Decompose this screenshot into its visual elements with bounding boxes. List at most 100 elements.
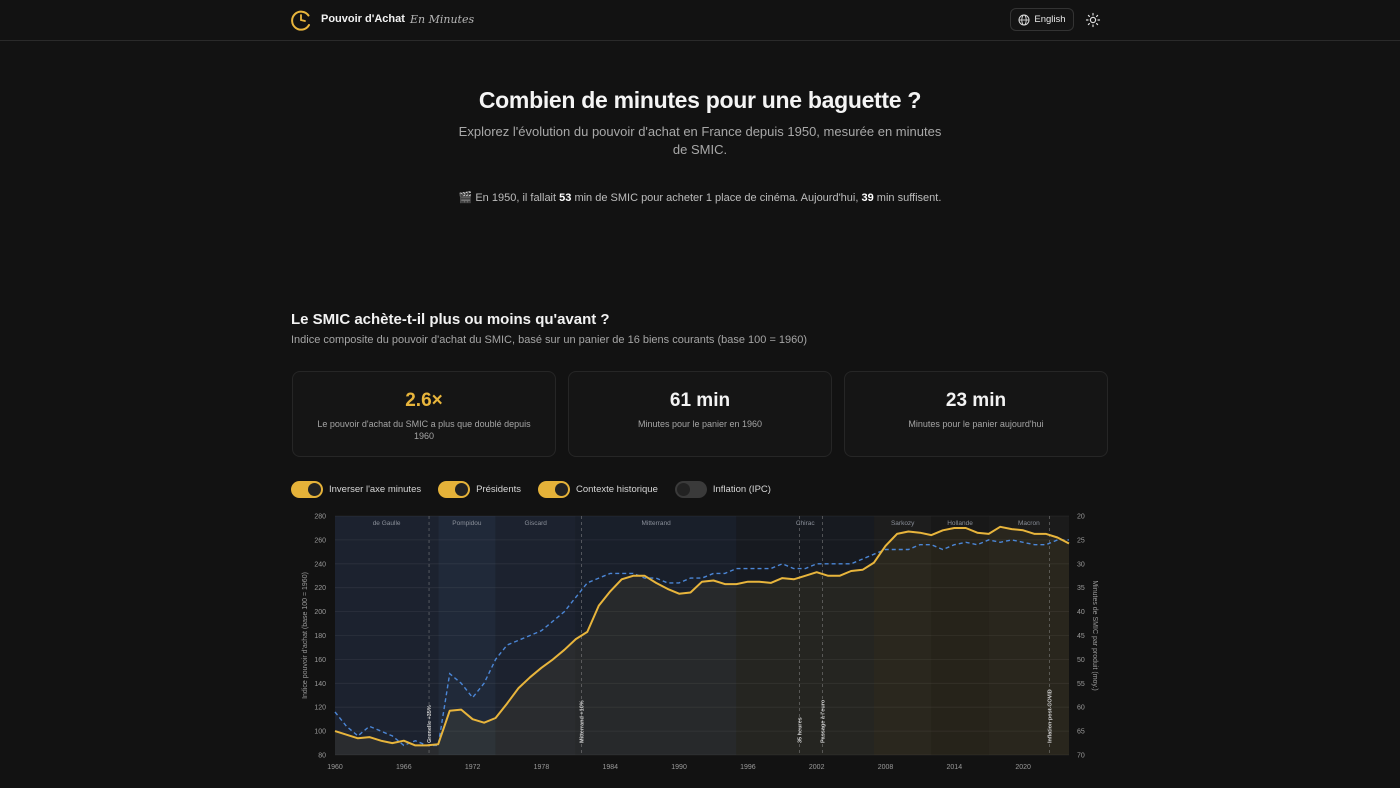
fact-prefix: En 1950, il fallait bbox=[475, 192, 557, 204]
toggle-inflation[interactable]: Inflation (IPC) bbox=[674, 480, 771, 498]
y-tick-label: 220 bbox=[314, 585, 326, 592]
stat-label: Le pouvoir d'achat du SMIC a plus que do… bbox=[317, 419, 531, 441]
stat-card-ratio: 2.6× Le pouvoir d'achat du SMIC a plus q… bbox=[292, 371, 556, 457]
y2-tick-label: 50 bbox=[1077, 657, 1085, 664]
president-label: Chirac bbox=[796, 520, 816, 527]
president-label: Pompidou bbox=[452, 520, 482, 527]
brand-name[interactable]: Pouvoir d'Achat bbox=[321, 13, 405, 25]
x-tick-label: 2008 bbox=[878, 764, 894, 771]
y2-tick-label: 20 bbox=[1077, 514, 1085, 521]
president-band bbox=[988, 516, 1069, 755]
fact-minutes-then: 53 bbox=[559, 192, 572, 204]
event-label: Mitterrand +10% bbox=[580, 700, 586, 743]
x-tick-label: 1990 bbox=[671, 764, 687, 771]
stat-label: Minutes pour le panier aujourd'hui bbox=[908, 419, 1044, 429]
globe-icon bbox=[1018, 14, 1030, 25]
section-title: Le SMIC achète-t-il plus ou moins qu'ava… bbox=[291, 311, 610, 328]
y2-tick-label: 40 bbox=[1077, 609, 1085, 616]
president-band bbox=[335, 516, 439, 755]
brand-separator: · bbox=[400, 13, 404, 24]
fact-minutes-now: 39 bbox=[861, 192, 874, 204]
x-tick-label: 1960 bbox=[327, 764, 343, 771]
brand-subtitle: En Minutes bbox=[410, 13, 475, 26]
stat-value: 61 min bbox=[669, 390, 731, 411]
toggle-label: Inverser l'axe minutes bbox=[329, 483, 422, 495]
page-title: Combien de minutes pour une baguette ? bbox=[478, 87, 922, 113]
fact-suffix: min suffisent. bbox=[876, 192, 942, 204]
clapper-icon: 🎬 bbox=[458, 192, 473, 204]
president-label: Macron bbox=[1018, 520, 1040, 527]
y-tick-label: 140 bbox=[314, 681, 326, 688]
top-bar: Pouvoir d'Achat · En Minutes English bbox=[0, 0, 1400, 41]
language-label: English bbox=[1034, 14, 1066, 25]
y2-tick-label: 25 bbox=[1077, 537, 1085, 544]
x-tick-label: 2020 bbox=[1015, 764, 1031, 771]
sun-icon[interactable] bbox=[1085, 12, 1101, 28]
event-label: Inflation post-COVID bbox=[1048, 689, 1054, 743]
y2-tick-label: 60 bbox=[1077, 705, 1085, 712]
chart-options: Inverser l'axe minutes Présidents Contex… bbox=[291, 480, 788, 498]
y2-tick-label: 30 bbox=[1077, 561, 1085, 568]
president-band bbox=[575, 516, 737, 755]
y2-tick-label: 70 bbox=[1077, 753, 1085, 760]
x-tick-label: 1966 bbox=[396, 764, 412, 771]
x-tick-label: 1972 bbox=[465, 764, 481, 771]
y-tick-label: 200 bbox=[314, 609, 326, 616]
stat-label: Minutes pour le panier en 1960 bbox=[637, 419, 763, 429]
y-tick-label: 160 bbox=[314, 657, 326, 664]
y2-tick-label: 35 bbox=[1077, 585, 1085, 592]
toggle-invert-axis[interactable]: Inverser l'axe minutes bbox=[291, 480, 422, 498]
toggle-switch[interactable] bbox=[538, 480, 570, 498]
section-subtitle: Indice composite du pouvoir d'achat du S… bbox=[291, 334, 808, 346]
y-tick-label: 260 bbox=[314, 537, 326, 544]
toggle-switch[interactable] bbox=[438, 480, 471, 498]
y-tick-label: 120 bbox=[314, 705, 326, 712]
series-minutes-line bbox=[334, 539, 1069, 747]
y-axis-title: Indice pouvoir d'achat (base 100 = 1960) bbox=[302, 572, 309, 699]
language-button[interactable]: English bbox=[1010, 8, 1074, 31]
toggle-context[interactable]: Contexte historique bbox=[538, 480, 658, 498]
president-band bbox=[931, 516, 989, 755]
stat-value: 23 min bbox=[945, 390, 1007, 411]
fact-middle: min de SMIC pour acheter 1 place de ciné… bbox=[574, 192, 859, 204]
clock-logo-icon[interactable] bbox=[290, 9, 312, 31]
series-area bbox=[335, 526, 1069, 755]
x-tick-label: 2014 bbox=[947, 764, 963, 771]
y-tick-label: 100 bbox=[314, 729, 326, 736]
toggle-label: Inflation (IPC) bbox=[712, 483, 771, 495]
president-label: Hollande bbox=[947, 520, 973, 527]
toggle-switch[interactable] bbox=[674, 480, 707, 498]
president-label: de Gaulle bbox=[373, 520, 401, 527]
x-tick-label: 2002 bbox=[809, 764, 825, 771]
x-tick-label: 1996 bbox=[740, 764, 756, 771]
toggle-presidents[interactable]: Présidents bbox=[438, 480, 521, 498]
president-band bbox=[495, 516, 576, 755]
president-label: Sarkozy bbox=[891, 520, 915, 527]
y-tick-label: 80 bbox=[318, 753, 326, 760]
event-label: 35 heures bbox=[797, 717, 803, 743]
x-tick-label: 1984 bbox=[602, 764, 618, 771]
page-subtitle: Explorez l'évolution du pouvoir d'achat … bbox=[458, 124, 942, 157]
x-tick-label: 1978 bbox=[534, 764, 550, 771]
president-band bbox=[874, 516, 932, 755]
purchasing-power-chart: de Gaulle Pompidou Giscard Mitterrand Chirac… bbox=[302, 514, 1098, 772]
stat-card-1960: 61 min Minutes pour le panier en 1960 bbox=[568, 371, 832, 457]
toggle-label: Présidents bbox=[476, 483, 521, 495]
toggle-label: Contexte historique bbox=[576, 483, 658, 495]
fact-line: 🎬 En 1950, il fallait 53 min de SMIC pou… bbox=[0, 191, 1400, 204]
y2-tick-label: 65 bbox=[1077, 729, 1085, 736]
y2-axis-title: Minutes de SMIC par produit (moy.) bbox=[1091, 580, 1098, 690]
series-index-line bbox=[334, 525, 1070, 747]
event-label: Grenelle +35% bbox=[427, 705, 433, 743]
y-tick-label: 280 bbox=[314, 514, 326, 521]
stat-card-today: 23 min Minutes pour le panier aujourd'hu… bbox=[844, 371, 1108, 457]
stat-value: 2.6× bbox=[405, 390, 443, 411]
president-label: Giscard bbox=[525, 520, 548, 527]
toggle-switch[interactable] bbox=[291, 480, 323, 498]
president-label: Mitterrand bbox=[641, 520, 671, 527]
y-tick-label: 180 bbox=[314, 633, 326, 640]
y-tick-label: 240 bbox=[314, 561, 326, 568]
president-band bbox=[736, 516, 875, 755]
event-label: Passage à l'euro bbox=[820, 699, 826, 743]
y2-tick-label: 45 bbox=[1077, 633, 1085, 640]
